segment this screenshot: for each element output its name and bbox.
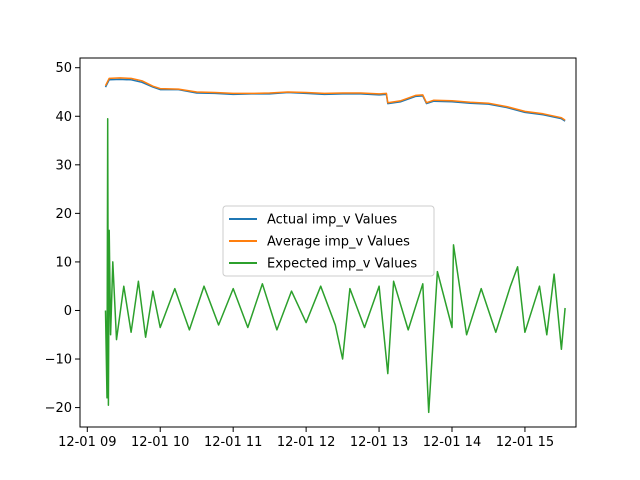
y-tick-label-4: 10 — [55, 255, 72, 270]
x-tick-label-1: 12-01 10 — [131, 435, 189, 450]
plot-area-frame — [79, 57, 577, 428]
y-tick-label-3: 20 — [55, 207, 72, 222]
legend-label-0: Actual imp_v Values — [267, 213, 397, 228]
y-tick-label-5: 0 — [64, 304, 72, 319]
x-tick-label-6: 12-01 15 — [496, 435, 554, 450]
y-tick-label-2: 30 — [55, 158, 72, 173]
legend-box — [222, 205, 435, 277]
y-tick-label-6: −10 — [45, 353, 72, 368]
legend: Actual imp_v Values Average imp_v Values E… — [222, 205, 435, 277]
x-tick-label-2: 12-01 11 — [204, 435, 262, 450]
x-axis: 12-01 09 12-01 10 12-01 11 12-01 12 12-01 13… — [58, 427, 554, 450]
series-line-2 — [104, 117, 566, 414]
x-tick-label-5: 12-01 14 — [423, 435, 481, 450]
series-layer — [104, 77, 566, 414]
y-tick-label-1: 40 — [55, 110, 72, 125]
y-tick-label-7: −20 — [45, 401, 72, 416]
series-line-0 — [104, 78, 566, 122]
x-tick-label-0: 12-01 09 — [58, 435, 116, 450]
y-axis: 50 40 30 20 10 0 −10 −20 — [45, 61, 80, 416]
x-tick-label-3: 12-01 12 — [277, 435, 335, 450]
series-line-1 — [104, 77, 566, 121]
legend-label-2: Expected imp_v Values — [267, 257, 417, 272]
legend-label-1: Average imp_v Values — [267, 235, 410, 250]
y-tick-label-0: 50 — [55, 61, 72, 76]
x-tick-label-4: 12-01 13 — [350, 435, 408, 450]
